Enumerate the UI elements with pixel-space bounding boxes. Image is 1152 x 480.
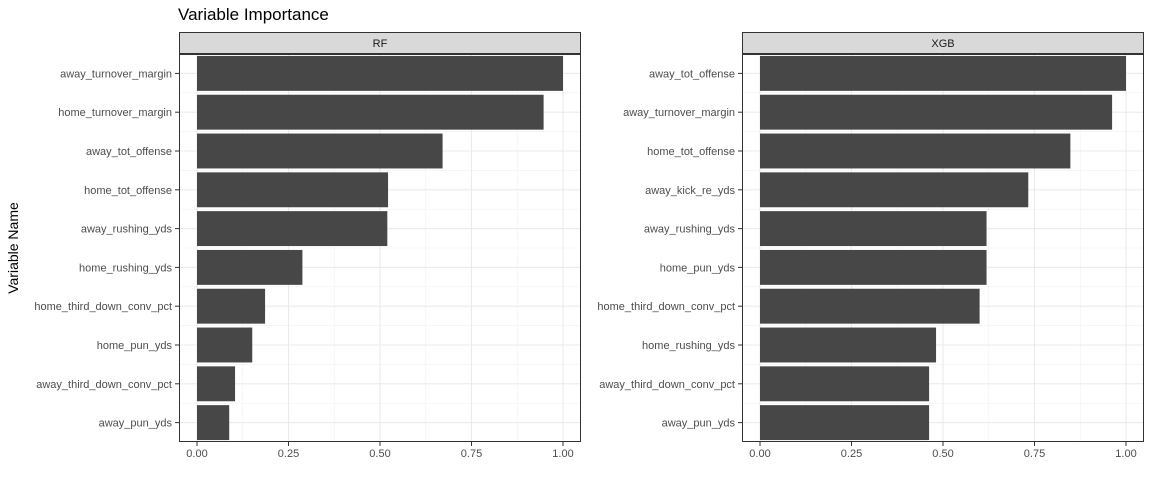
bar-away-third-down-conv-pct xyxy=(197,366,236,402)
facet-strip-label: XGB xyxy=(931,38,954,50)
bar-away-tot-offense xyxy=(760,55,1126,91)
x-tick-label: 0.00 xyxy=(186,448,207,460)
y-tick-label: away_turnover_margin xyxy=(623,107,735,119)
bar-home-rushing-yds xyxy=(760,327,937,363)
facet-strip-label: RF xyxy=(373,38,388,50)
facet-strip xyxy=(179,32,581,54)
x-tick-label: 1.00 xyxy=(1115,448,1136,460)
bar-away-turnover-margin xyxy=(760,94,1113,130)
x-tick-label: 0.25 xyxy=(841,448,862,460)
bar-home-third-down-conv-pct xyxy=(760,288,980,324)
bar-home-rushing-yds xyxy=(197,249,303,285)
x-tick-label: 0.50 xyxy=(369,448,390,460)
bar-home-pun-yds xyxy=(197,327,253,363)
chart-title: Variable Importance xyxy=(178,5,329,24)
y-tick-label: home_tot_offense xyxy=(647,146,735,158)
bar-home-tot-offense xyxy=(197,172,389,208)
bar-home-third-down-conv-pct xyxy=(197,288,266,324)
x-tick-label: 0.50 xyxy=(932,448,953,460)
y-tick-label: home_rushing_yds xyxy=(79,262,172,274)
bar-away-kick-re-yds xyxy=(760,172,1029,208)
x-tick-label: 0.25 xyxy=(278,448,299,460)
bar-home-turnover-margin xyxy=(197,94,544,130)
x-tick-label: 0.75 xyxy=(461,448,482,460)
panel-border xyxy=(179,54,581,442)
facet-strip xyxy=(742,32,1144,54)
bar-away-rushing-yds xyxy=(760,211,987,247)
x-tick-label: 0.75 xyxy=(1024,448,1045,460)
y-tick-label: home_rushing_yds xyxy=(642,340,735,352)
y-axis-title: Variable Name xyxy=(5,202,21,294)
bar-home-pun-yds xyxy=(760,249,987,285)
bar-away-tot-offense xyxy=(197,133,443,169)
y-tick-label: away_pun_yds xyxy=(99,418,173,430)
y-tick-label: away_rushing_yds xyxy=(81,224,173,236)
bar-home-tot-offense xyxy=(760,133,1071,169)
y-tick-label: home_third_down_conv_pct xyxy=(34,301,172,313)
y-tick-label: home_turnover_margin xyxy=(58,107,172,119)
y-tick-label: away_third_down_conv_pct xyxy=(599,379,735,391)
y-tick-label: away_pun_yds xyxy=(662,418,736,430)
panel-border xyxy=(742,54,1144,442)
y-tick-label: away_kick_re_yds xyxy=(645,185,735,197)
bar-away-rushing-yds xyxy=(197,211,388,247)
y-tick-label: away_tot_offense xyxy=(649,68,735,80)
y-tick-label: home_tot_offense xyxy=(84,185,172,197)
panel-xgb: away_tot_offense away_turnover_marginhome… xyxy=(597,32,1144,460)
y-tick-label: away_tot_offense xyxy=(86,146,172,158)
x-tick-label: 1.00 xyxy=(552,448,573,460)
y-tick-label: home_pun_yds xyxy=(660,262,736,274)
facet-panels: away_turnover_margin home_turnover_margin… xyxy=(34,32,1144,460)
bar-away-third-down-conv-pct xyxy=(760,366,930,402)
bar-away-turnover-margin xyxy=(197,55,563,91)
x-tick-label: 0.00 xyxy=(749,448,770,460)
y-tick-label: away_rushing_yds xyxy=(644,224,736,236)
y-tick-label: home_third_down_conv_pct xyxy=(597,301,735,313)
y-tick-label: away_third_down_conv_pct xyxy=(36,379,172,391)
y-tick-label: away_turnover_margin xyxy=(60,68,172,80)
panel-rf: away_turnover_margin home_turnover_margin… xyxy=(34,32,581,460)
bar-away-pun-yds xyxy=(760,405,930,441)
y-tick-label: home_pun_yds xyxy=(97,340,173,352)
bar-away-pun-yds xyxy=(197,405,230,441)
